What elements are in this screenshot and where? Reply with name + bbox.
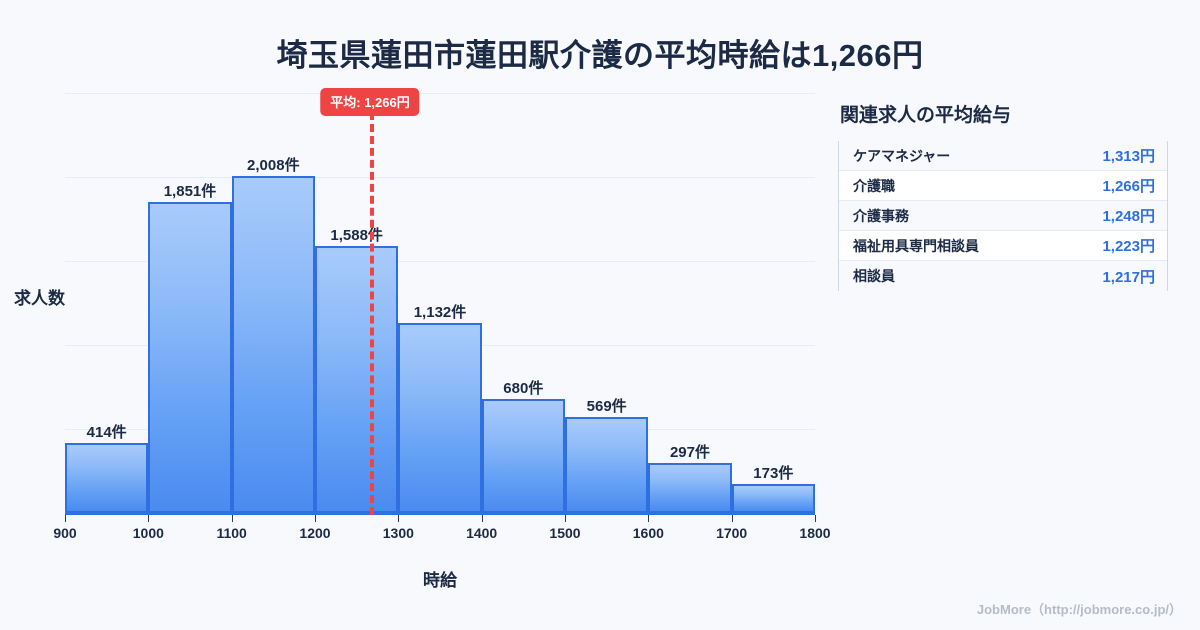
- x-axis-tick: [565, 515, 566, 522]
- x-axis-tick-label: 1100: [216, 525, 247, 541]
- bar-value-label: 297件: [669, 444, 710, 462]
- x-axis-line: [65, 513, 815, 515]
- salary-amount: 1,217円: [1102, 268, 1155, 286]
- x-axis-tick: [231, 515, 233, 522]
- x-axis-tick: [65, 515, 66, 522]
- footer-credit: JobMore（http://jobmore.co.jp/）: [976, 602, 1182, 617]
- histogram-bar: [315, 246, 399, 513]
- histogram-bar: [648, 463, 732, 513]
- histogram-bar: [481, 398, 565, 513]
- salary-amount: 1,223円: [1102, 238, 1155, 255]
- x-axis-tick: [481, 515, 483, 522]
- salary-job-name: ケアマネジャー: [853, 147, 951, 164]
- salary-amount: 1,313円: [1102, 148, 1155, 165]
- table-row[interactable]: 介護事務 1,248円: [839, 201, 1167, 231]
- x-axis-tick-label: 900: [53, 525, 77, 541]
- bar-value-label: 680件: [503, 379, 544, 397]
- page-title: 埼玉県蓮田市蓮田駅介護の平均時給は1,266円: [276, 38, 924, 73]
- x-axis-tick: [148, 515, 150, 522]
- gridline: [65, 261, 815, 262]
- salary-job-name: 介護職: [853, 177, 895, 194]
- bar-value-label: 1,132件: [413, 303, 467, 321]
- x-axis-tick-label: 1800: [799, 525, 831, 541]
- bar-value-label: 569件: [586, 398, 627, 416]
- salary-amount: 1,266円: [1102, 178, 1155, 195]
- x-axis-tick-label: 1600: [632, 525, 664, 541]
- histogram-chart: 求人数 414件 1,851件 2,008件 1,588件 1,132件 680件 569件…: [0, 88, 831, 598]
- table-row[interactable]: 介護職 1,266円: [839, 171, 1167, 201]
- y-axis-title: 求人数: [14, 289, 65, 308]
- histogram-bar: [398, 322, 482, 513]
- x-axis-tick: [731, 515, 733, 522]
- plot-area: 414件 1,851件 2,008件 1,588件 1,132件 680件 569件 297件…: [65, 93, 815, 513]
- salary-job-name: 介護事務: [853, 207, 909, 224]
- x-axis-tick-label: 1300: [382, 525, 414, 541]
- x-axis-tick-label: 1000: [132, 525, 164, 541]
- table-row[interactable]: ケアマネジャー 1,313円: [839, 141, 1167, 171]
- bar-value-label: 1,851件: [163, 183, 217, 201]
- salary-job-name: 相談員: [853, 268, 895, 284]
- salary-amount: 1,248円: [1102, 208, 1155, 225]
- x-axis-tick-label: 1500: [549, 525, 581, 541]
- bar-value-label: 414件: [86, 424, 127, 442]
- histogram-bar: [148, 202, 232, 513]
- related-salary-table: ケアマネジャー 1,313円介護職 1,266円介護事務 1,248円福祉用具専門相談…: [838, 141, 1168, 291]
- bar-value-label: 1,588件: [330, 227, 383, 245]
- histogram-bar: [231, 175, 315, 513]
- gridline: [65, 177, 815, 178]
- x-axis-tick-label: 1700: [716, 525, 748, 541]
- gridline: [65, 93, 815, 94]
- x-axis-tick: [648, 515, 650, 522]
- related-salary-title: 関連求人の平均給与: [840, 105, 1012, 126]
- histogram-bar: [65, 443, 149, 513]
- x-axis-title: 時給: [423, 571, 457, 590]
- average-line: [370, 112, 374, 515]
- salary-job-name: 福祉用具専門相談員: [853, 237, 979, 254]
- histogram-bar: [565, 417, 649, 513]
- table-row[interactable]: 相談員 1,217円: [839, 261, 1167, 291]
- average-badge: 平均: 1,266円: [320, 88, 420, 116]
- x-axis-tick-label: 1200: [299, 525, 331, 541]
- related-salary-panel: 関連求人の平均給与 ケアマネジャー 1,313円介護職 1,266円介護事務 1,24…: [838, 100, 1168, 291]
- bar-value-label: 2,008件: [247, 156, 300, 174]
- x-axis-tick: [398, 515, 400, 522]
- x-axis-tick: [815, 515, 816, 522]
- x-axis-tick: [315, 515, 316, 522]
- table-row[interactable]: 福祉用具専門相談員 1,223円: [839, 231, 1167, 261]
- histogram-bar: [731, 483, 815, 513]
- x-axis-tick-label: 1400: [466, 525, 498, 541]
- bar-value-label: 173件: [753, 464, 794, 482]
